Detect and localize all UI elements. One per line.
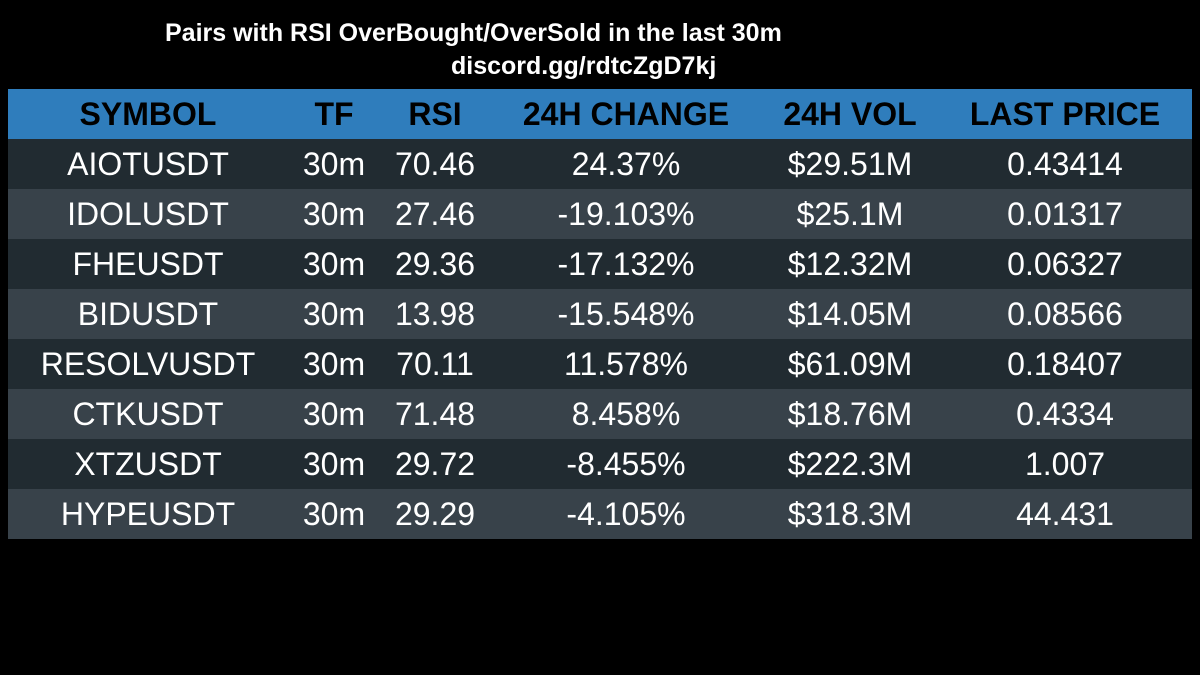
- cell-last-price: 0.4334: [1016, 396, 1114, 432]
- cell-last-price: 1.007: [1024, 446, 1106, 482]
- cell-rsi: 29.36: [394, 246, 476, 282]
- cell-24h-change: 11.578%: [564, 346, 688, 382]
- cell-symbol: IDOLUSDT: [67, 196, 229, 232]
- cell-tf: 30m: [302, 246, 366, 282]
- cell-24h-vol: $18.76M: [787, 396, 913, 432]
- cell-24h-change: -4.105%: [566, 496, 686, 532]
- cell-rsi: 70.46: [394, 146, 476, 182]
- column-header-tf: TF: [314, 96, 354, 132]
- table-header-row: SYMBOL TF RSI 24H CHANGE 24H VOL LAST PR…: [8, 89, 1192, 139]
- table-row: CTKUSDT 30m 71.48 8.458% $18.76M 0.4334: [8, 389, 1192, 439]
- cell-rsi: 70.11: [396, 346, 474, 382]
- table-row: XTZUSDT 30m 29.72 -8.455% $222.3M 1.007: [8, 439, 1192, 489]
- cell-24h-vol: $25.1M: [796, 196, 904, 232]
- discord-link[interactable]: discord.gg/rdtcZgD7kj: [451, 52, 717, 80]
- cell-last-price: 0.43414: [1007, 146, 1123, 182]
- column-header-rsi: RSI: [408, 96, 462, 132]
- cell-symbol: XTZUSDT: [74, 446, 222, 482]
- cell-last-price: 0.08566: [1007, 296, 1123, 332]
- cell-24h-change: -8.455%: [566, 446, 686, 482]
- cell-24h-vol: $14.05M: [787, 296, 913, 332]
- cell-last-price: 0.18407: [1007, 346, 1123, 382]
- cell-rsi: 27.46: [394, 196, 476, 232]
- cell-rsi: 71.48: [394, 396, 476, 432]
- cell-rsi: 29.72: [394, 446, 476, 482]
- cell-24h-change: 8.458%: [571, 396, 681, 432]
- cell-symbol: BIDUSDT: [77, 296, 219, 332]
- column-header-symbol: SYMBOL: [79, 96, 217, 132]
- cell-last-price: 0.06327: [1007, 246, 1123, 282]
- table-row: IDOLUSDT 30m 27.46 -19.103% $25.1M 0.013…: [8, 189, 1192, 239]
- cell-24h-change: -17.132%: [557, 246, 695, 282]
- rsi-table: SYMBOL TF RSI 24H CHANGE 24H VOL LAST PR…: [8, 89, 1192, 539]
- cell-tf: 30m: [302, 196, 366, 232]
- cell-last-price: 44.431: [1016, 496, 1114, 532]
- cell-rsi: 29.29: [394, 496, 476, 532]
- cell-tf: 30m: [302, 396, 366, 432]
- cell-symbol: RESOLVUSDT: [40, 346, 256, 382]
- cell-tf: 30m: [302, 446, 366, 482]
- cell-24h-change: 24.37%: [571, 146, 681, 182]
- cell-symbol: HYPEUSDT: [60, 496, 236, 532]
- cell-symbol: CTKUSDT: [72, 396, 224, 432]
- cell-tf: 30m: [302, 496, 366, 532]
- cell-24h-vol: $29.51M: [787, 146, 913, 182]
- cell-24h-vol: $222.3M: [787, 446, 913, 482]
- table-row: BIDUSDT 30m 13.98 -15.548% $14.05M 0.085…: [8, 289, 1192, 339]
- page-title: Pairs with RSI OverBought/OverSold in th…: [165, 19, 782, 47]
- table-row: HYPEUSDT 30m 29.29 -4.105% $318.3M 44.43…: [8, 489, 1192, 539]
- cell-24h-vol: $61.09M: [787, 346, 913, 382]
- cell-rsi: 13.98: [394, 296, 476, 332]
- cell-tf: 30m: [302, 146, 366, 182]
- cell-symbol: AIOTUSDT: [67, 146, 229, 182]
- cell-24h-vol: $318.3M: [787, 496, 913, 532]
- column-header-24h-vol: 24H VOL: [783, 96, 917, 132]
- column-header-24h-change: 24H CHANGE: [522, 96, 730, 132]
- table-row: FHEUSDT 30m 29.36 -17.132% $12.32M 0.063…: [8, 239, 1192, 289]
- column-header-last-price: LAST PRICE: [969, 96, 1161, 132]
- cell-symbol: FHEUSDT: [72, 246, 224, 282]
- table-row: AIOTUSDT 30m 70.46 24.37% $29.51M 0.4341…: [8, 139, 1192, 189]
- cell-last-price: 0.01317: [1007, 196, 1123, 232]
- table-row: RESOLVUSDT 30m 70.11 11.578% $61.09M 0.1…: [8, 339, 1192, 389]
- cell-24h-vol: $12.32M: [787, 246, 913, 282]
- cell-tf: 30m: [302, 296, 366, 332]
- cell-24h-change: -19.103%: [557, 196, 695, 232]
- cell-24h-change: -15.548%: [557, 296, 695, 332]
- cell-tf: 30m: [302, 346, 366, 382]
